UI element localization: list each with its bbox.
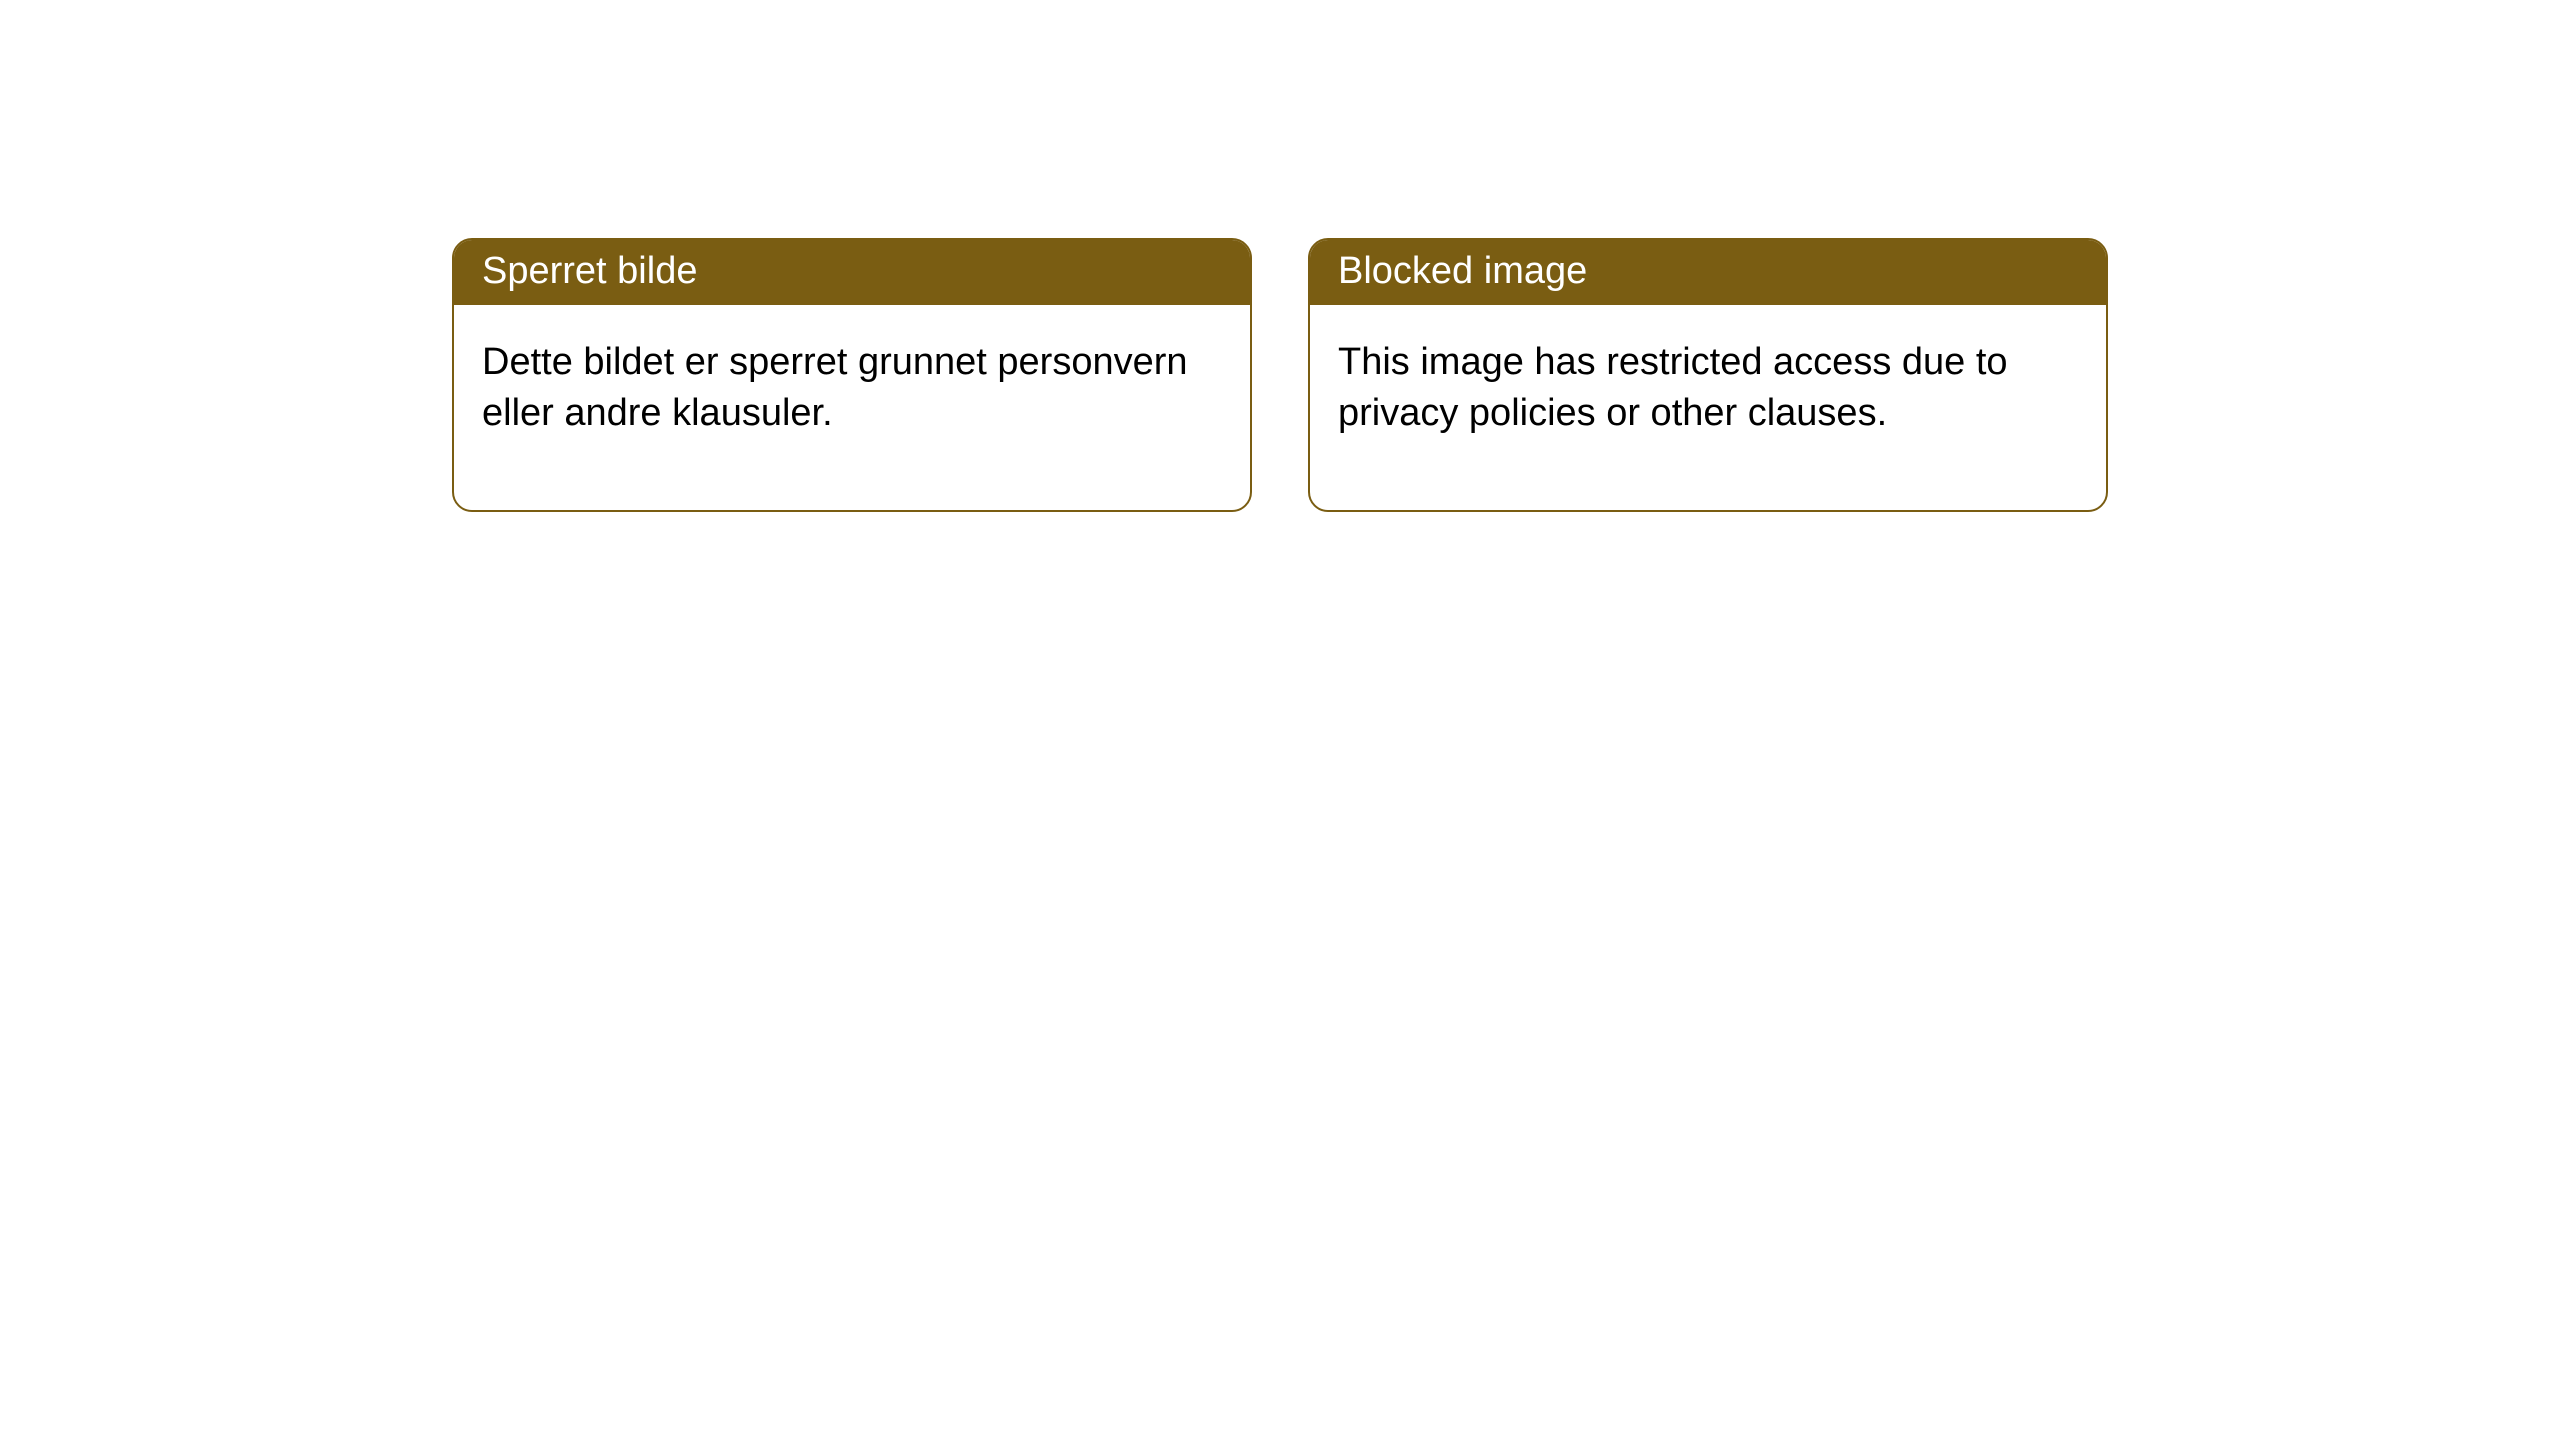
notice-container: Sperret bilde Dette bildet er sperret gr… [0,0,2560,512]
card-header-no: Sperret bilde [454,240,1250,305]
blocked-image-card-en: Blocked image This image has restricted … [1308,238,2108,512]
card-body-no: Dette bildet er sperret grunnet personve… [454,305,1250,510]
blocked-image-card-no: Sperret bilde Dette bildet er sperret gr… [452,238,1252,512]
card-body-en: This image has restricted access due to … [1310,305,2106,510]
card-header-en: Blocked image [1310,240,2106,305]
